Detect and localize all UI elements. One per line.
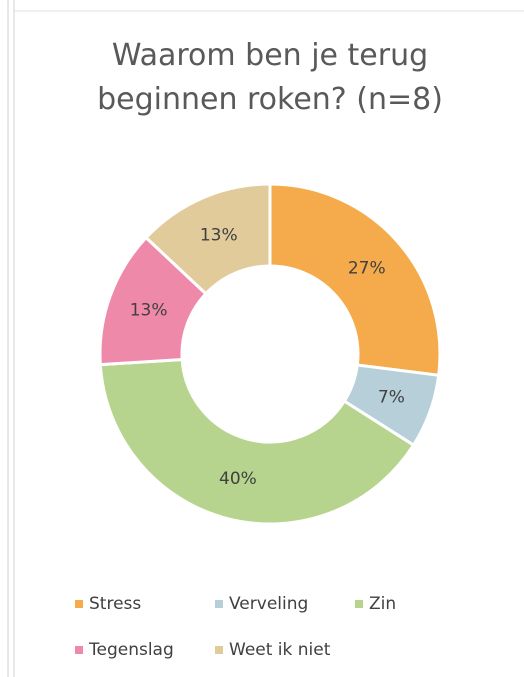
- chart-title: Waarom ben je terug beginnen roken? (n=8…: [97, 38, 443, 117]
- legend-label: Zin: [369, 594, 396, 614]
- legend-label: Weet ik niet: [229, 640, 331, 660]
- donut-slice: [98, 357, 416, 526]
- legend-swatch: [355, 600, 363, 608]
- data-label: 40%: [219, 469, 257, 489]
- legend-swatch: [215, 600, 223, 608]
- legend-label: Verveling: [229, 594, 308, 614]
- data-label: 27%: [348, 259, 386, 279]
- data-label: 13%: [200, 226, 238, 246]
- legend-swatch: [75, 600, 83, 608]
- donut-slice: [268, 182, 442, 377]
- data-label: 7%: [378, 388, 405, 408]
- legend-label: Stress: [89, 594, 141, 614]
- legend-label: Tegenslag: [88, 640, 174, 660]
- data-label: 13%: [130, 300, 168, 320]
- donut-slice: [143, 182, 272, 296]
- legend-swatch: [75, 646, 83, 654]
- legend-swatch: [215, 646, 223, 654]
